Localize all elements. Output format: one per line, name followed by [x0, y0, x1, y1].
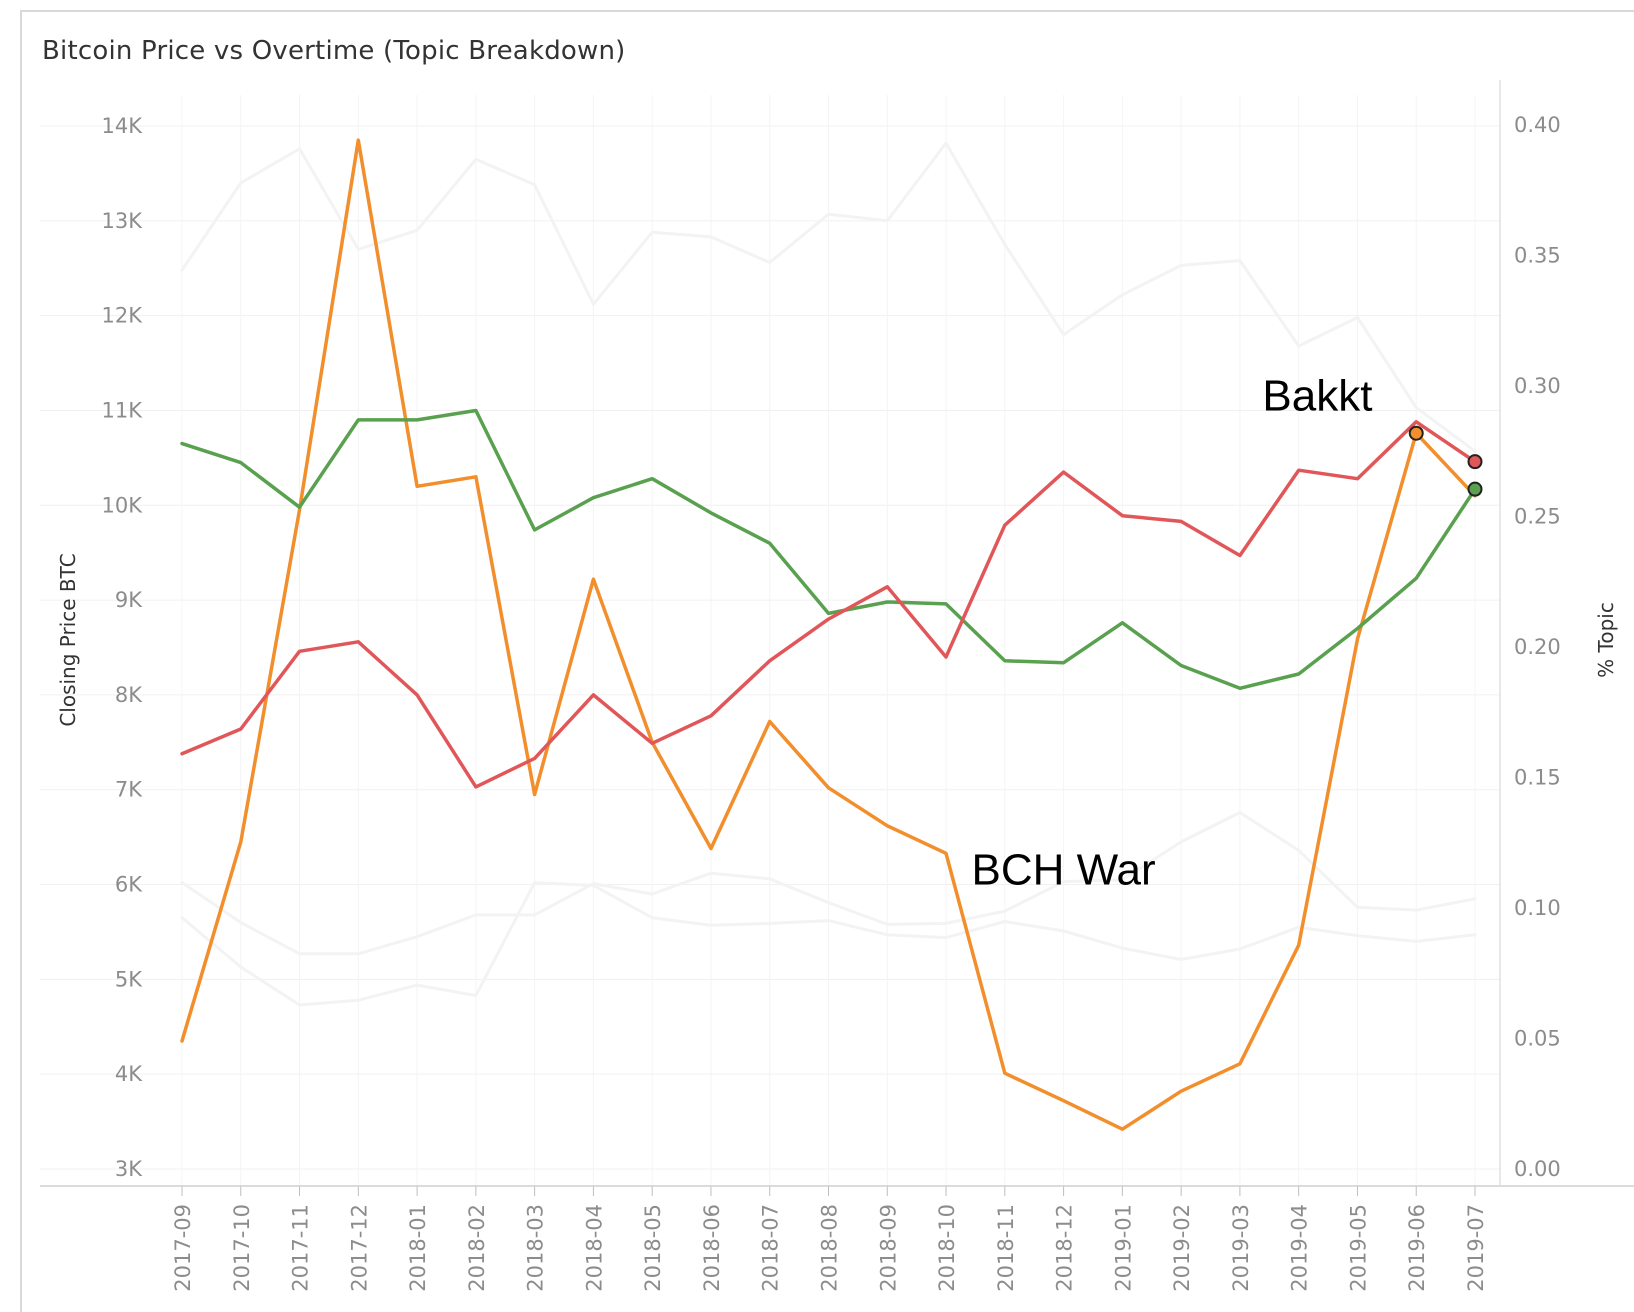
x-tick-label: 2019-06: [1405, 1204, 1429, 1292]
x-tick-label: 2019-04: [1288, 1204, 1312, 1292]
highlight-point: [1467, 481, 1483, 497]
x-tick-label: 2017-11: [289, 1204, 313, 1292]
y-right-tick-label: 0.25: [1514, 505, 1561, 529]
annotation-label: BCH War: [972, 846, 1156, 895]
x-tick-label: 2019-07: [1464, 1204, 1488, 1292]
x-tick-label: 2018-11: [994, 1204, 1018, 1292]
y-left-tick-label: 5K: [115, 967, 143, 991]
x-tick-label: 2018-02: [465, 1204, 489, 1292]
series-line: [180, 408, 1477, 691]
y-right-tick-label: 0.15: [1514, 766, 1561, 790]
y-right-tick-label: 0.20: [1514, 635, 1561, 659]
y-right-tick-label: 0.35: [1514, 244, 1561, 268]
highlight-point: [1408, 425, 1424, 441]
y-right-tick-label: 0.40: [1514, 113, 1561, 137]
y-axis-right-title: % Topic: [1594, 602, 1618, 678]
y-left-tick-label: 10K: [102, 493, 144, 517]
series-line: [180, 420, 1477, 789]
x-tick-label: 2019-01: [1111, 1204, 1135, 1292]
x-tick-label: 2019-05: [1346, 1204, 1370, 1292]
x-tick-label: 2018-05: [641, 1204, 665, 1292]
series-line: [180, 881, 1477, 1007]
x-tick-label: 2017-10: [230, 1204, 254, 1292]
y-left-tick-label: 8K: [115, 683, 143, 707]
x-tick-label: 2019-02: [1170, 1204, 1194, 1292]
y-left-tick-label: 13K: [102, 209, 144, 233]
series-line: [180, 811, 1477, 956]
x-tick-label: 2017-09: [171, 1204, 195, 1292]
x-tick-label: 2018-07: [759, 1204, 783, 1292]
highlight-point: [1467, 454, 1483, 470]
y-left-tick-label: 7K: [115, 778, 143, 802]
y-left-tick-label: 9K: [115, 588, 143, 612]
x-tick-label: 2019-03: [1229, 1204, 1253, 1292]
series-lines: [180, 138, 1477, 1131]
y-right-tick-label: 0.30: [1514, 374, 1561, 398]
y-left-tick-label: 14K: [102, 114, 144, 138]
x-tick-label: 2018-12: [1053, 1204, 1077, 1292]
x-tick-label: 2018-08: [818, 1204, 842, 1292]
y-left-tick-label: 12K: [102, 304, 144, 328]
grid: [40, 95, 1500, 1186]
x-tick-label: 2018-06: [700, 1204, 724, 1292]
y-left-tick-label: 11K: [102, 398, 144, 422]
y-right-tick-label: 0.10: [1514, 896, 1561, 920]
y-right-tick-label: 0.05: [1514, 1027, 1561, 1051]
x-tick-label: 2018-01: [406, 1204, 430, 1292]
axes: [40, 80, 1634, 1196]
series-line: [180, 138, 1477, 1131]
annotations: Bakkt BCH War: [972, 371, 1373, 894]
series-line: [180, 141, 1477, 453]
x-tick-label: 2018-03: [524, 1204, 548, 1292]
x-tick-label: 2018-10: [935, 1204, 959, 1292]
y-left-tick-label: 3K: [115, 1157, 143, 1181]
x-tick-label: 2017-12: [347, 1204, 371, 1292]
y-right-tick-label: 0.00: [1514, 1157, 1561, 1181]
highlight-points: [1408, 425, 1483, 497]
x-tick-label: 2018-09: [876, 1204, 900, 1292]
y-left-tick-label: 4K: [115, 1062, 143, 1086]
annotation-label: Bakkt: [1262, 371, 1372, 420]
x-tick-label: 2018-04: [582, 1204, 606, 1292]
tick-labels: 3K 4K 5K 6K 7K 8K 9K 10K 11K 12K 13K 14K 0.00 0.05 0.1…: [102, 113, 1561, 1292]
y-left-tick-label: 6K: [115, 873, 143, 897]
chart-frame: [20, 10, 1634, 1312]
chart-title: Bitcoin Price vs Overtime (Topic Breakdo…: [42, 36, 626, 66]
y-axis-left-title: Closing Price BTC: [56, 553, 80, 726]
